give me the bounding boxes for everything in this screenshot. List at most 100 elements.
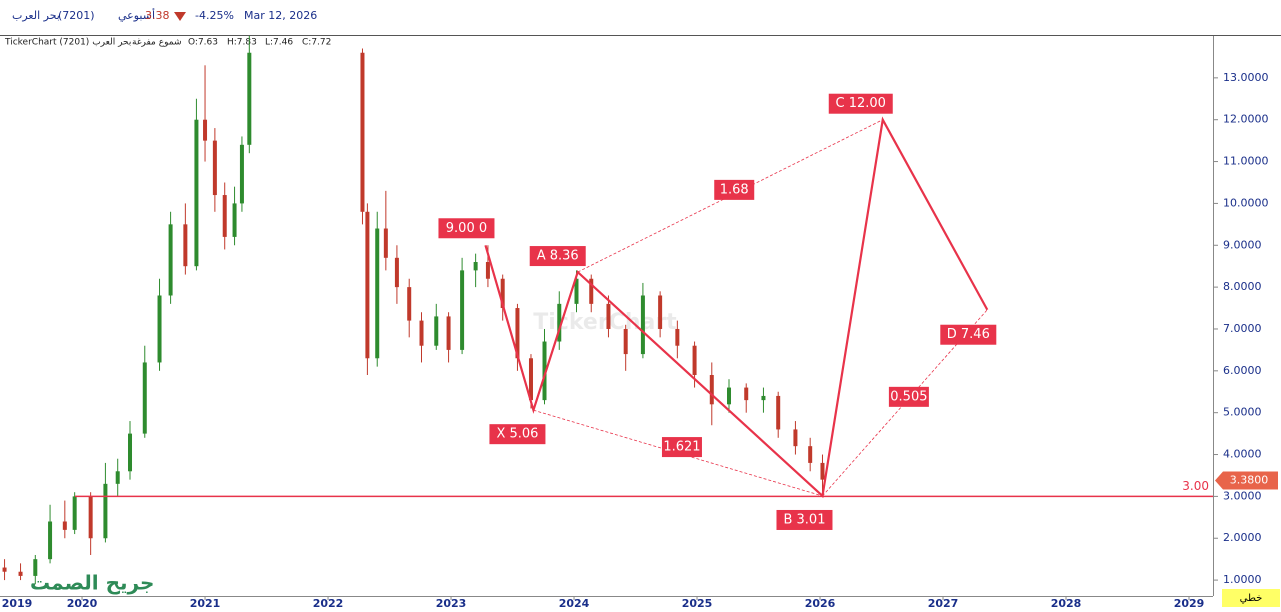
point-label: X 5.06 [496, 427, 538, 442]
candle-body [239, 144, 244, 204]
candle-body [72, 496, 77, 530]
candle-body [460, 270, 465, 350]
x-tick-label: 2026 [805, 597, 836, 610]
y-tick-label: 9.0000 [1223, 238, 1262, 251]
candle-body [434, 316, 439, 346]
point-label: 9.00 0 [446, 221, 487, 236]
candle-body [383, 228, 388, 258]
ratio-label: 1.621 [663, 440, 700, 455]
point-box [940, 324, 997, 345]
scale-mode[interactable]: خطي [1240, 593, 1263, 604]
candle-body [365, 211, 370, 359]
candle-body [473, 262, 478, 271]
ratio-box [661, 437, 702, 458]
stock-code: (7201) [58, 9, 95, 22]
x-tick-label: 2028 [1051, 597, 1082, 610]
last-price-tag [1215, 471, 1278, 490]
candle-body [115, 471, 120, 484]
candle-body [194, 119, 199, 267]
candle-body [574, 278, 579, 304]
candle-body [168, 224, 173, 296]
level-label: 3.00 [1182, 479, 1209, 493]
candle-body [212, 140, 217, 196]
point-box [828, 93, 893, 114]
candle-body [88, 496, 93, 539]
x-tick-label: 2020 [67, 597, 98, 610]
x-tick-label: 2025 [682, 597, 713, 610]
candle-body [485, 262, 490, 279]
point-box [489, 424, 546, 445]
price: 3.38 [145, 9, 170, 22]
signature: جريح الصمت [30, 571, 154, 595]
stock-name: بحر العرب [12, 9, 60, 22]
candle-body [247, 52, 252, 145]
candle-body [776, 395, 781, 430]
candle-body [394, 257, 399, 288]
x-tick-label: 2029 [1174, 597, 1205, 610]
x-tick-label: 2022 [313, 597, 344, 610]
candle-body [640, 295, 645, 355]
period: أسبوعي [118, 8, 155, 22]
candle-body [658, 295, 663, 329]
down-arrow [174, 12, 186, 21]
candle-body [500, 278, 505, 309]
candle-body [232, 203, 237, 237]
y-tick-label: 4.0000 [1223, 448, 1262, 461]
y-tick-label: 7.0000 [1223, 322, 1262, 335]
y-tick-label: 10.0000 [1223, 196, 1269, 209]
point-label: D 7.46 [947, 327, 990, 342]
candle-body [375, 228, 380, 359]
y-tick-label: 13.0000 [1223, 71, 1269, 84]
chart-name: TickerChart (7201) بحر العرب [4, 38, 131, 48]
ohlc-close: C:7.72 [302, 38, 331, 48]
candle-body [557, 303, 562, 342]
x-tick-label: 2019 [2, 597, 33, 610]
ratio-label: 1.68 [720, 182, 749, 197]
candle-body [515, 308, 520, 359]
candle-body [446, 316, 451, 350]
candle-body [128, 433, 133, 472]
candle-body [744, 387, 749, 401]
candle-body [33, 559, 38, 576]
y-tick-label: 6.0000 [1223, 364, 1262, 377]
watermark: TickerChart [533, 310, 677, 335]
x-tick-label: 2023 [436, 597, 467, 610]
ratio-box [714, 179, 755, 200]
candle-body [623, 328, 628, 355]
ohlc-high: H:7.83 [227, 38, 257, 48]
candle-body [18, 571, 23, 576]
point-label: C 12.00 [836, 96, 886, 111]
y-tick-label: 3.0000 [1223, 489, 1262, 502]
point-box [438, 218, 495, 239]
candle-body [528, 358, 533, 401]
y-tick-label: 11.0000 [1223, 155, 1269, 168]
candle-body [222, 195, 227, 237]
point-box [776, 509, 833, 530]
candle-body [142, 362, 147, 434]
candle-body [203, 119, 208, 141]
chart-style: شموع مفرغة [132, 38, 182, 48]
candle-body [360, 52, 365, 212]
candle-body [103, 483, 108, 539]
candle-body [407, 287, 412, 321]
candle-body [62, 521, 67, 530]
ratio-box [888, 386, 929, 407]
candle-body [606, 303, 611, 329]
ratio-label: 0.505 [890, 389, 927, 404]
candle-body [793, 429, 798, 447]
last-price-label: 3.3800 [1230, 473, 1269, 486]
date: Mar 12, 2026 [244, 9, 317, 22]
ohlc-low: L:7.46 [265, 38, 293, 48]
y-tick-label: 12.0000 [1223, 113, 1269, 126]
scale-mode-box[interactable] [1222, 589, 1280, 607]
candle-body [183, 224, 188, 267]
y-tick-label: 5.0000 [1223, 406, 1262, 419]
candle-body [157, 295, 162, 363]
candle-body [2, 567, 7, 572]
candle-body [820, 462, 825, 480]
point-label: B 3.01 [783, 512, 825, 527]
y-tick-label: 8.0000 [1223, 280, 1262, 293]
point-box [529, 246, 586, 267]
